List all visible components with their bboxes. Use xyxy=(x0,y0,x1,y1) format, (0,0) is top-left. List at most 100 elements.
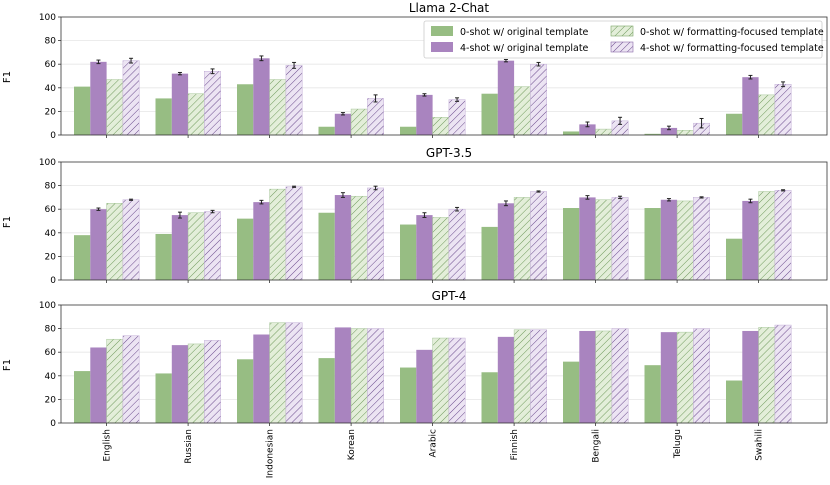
x-tick-label-finnish: Finnish xyxy=(510,429,520,460)
bar-fs-orig-telugu xyxy=(660,127,678,135)
bar-zs-orig-finnish xyxy=(481,372,498,423)
bar-zs-orig-arabic xyxy=(400,224,417,280)
y-tick-label: 40 xyxy=(45,84,57,94)
panel-gpt-4: GPT-4 F1 0 20 40 60 80 100 xyxy=(2,289,828,429)
legend-label-fs-fmt: 4-shot w/ formatting-focused template xyxy=(640,43,824,54)
bar-fs-orig-telugu xyxy=(660,332,678,423)
bar-fs-fmt-finnish xyxy=(530,191,547,281)
legend-label-zs-fmt: 0-shot w/ formatting-focused template xyxy=(640,27,824,38)
bar-fs-orig-english xyxy=(90,347,107,423)
bar-fs-orig-finnish xyxy=(497,203,515,280)
bar-zs-orig-indonesian xyxy=(237,359,254,423)
bar-zs-orig-indonesian xyxy=(237,84,254,135)
y-axis-label: F1 xyxy=(2,71,13,83)
y-tick-label: 40 xyxy=(45,372,57,382)
bar-zs-fmt-korean xyxy=(350,195,368,281)
bar-fs-orig-korean xyxy=(334,113,352,135)
bar-zs-fmt-arabic xyxy=(432,217,450,281)
y-axis-label: F1 xyxy=(2,216,13,228)
bar-fs-fmt-bengali xyxy=(611,328,629,424)
bar-zs-fmt-bengali xyxy=(595,199,613,281)
bar-zs-fmt-swahili xyxy=(758,327,776,424)
bar-fs-fmt-swahili xyxy=(774,190,792,281)
bar-fs-fmt-arabic xyxy=(448,99,466,136)
bar-zs-fmt-korean xyxy=(350,108,368,136)
bar-zs-orig-swahili xyxy=(726,238,743,280)
bar-fs-orig-russian xyxy=(171,345,189,423)
bar-zs-orig-english xyxy=(74,235,91,280)
panel-llama2-chat: Llama 2-Chat F1 0 20 40 60 80 100 xyxy=(2,1,828,141)
plot-frame xyxy=(60,304,828,424)
legend: 0-shot w/ original template 4-shot w/ or… xyxy=(423,20,824,59)
bar-zs-orig-swahili xyxy=(726,113,743,135)
bar-zs-fmt-korean xyxy=(350,328,368,424)
bar-zs-fmt-indonesian xyxy=(269,322,287,424)
bar-zs-orig-english xyxy=(74,86,91,135)
bar-zs-fmt-arabic xyxy=(432,337,450,424)
panel-gpt-3-5: GPT-3.5 F1 0 20 40 60 80 100 xyxy=(2,146,828,286)
bar-fs-orig-bengali xyxy=(579,124,596,135)
bar-fs-fmt-indonesian xyxy=(285,322,303,424)
bar-fs-orig-english xyxy=(90,209,107,280)
legend-box xyxy=(423,20,823,59)
bar-zs-orig-korean xyxy=(318,126,335,135)
x-tick-label-telugu: Telugu xyxy=(673,429,683,459)
bar-zs-fmt-english xyxy=(106,203,124,281)
bar-fs-fmt-indonesian xyxy=(285,186,303,281)
y-tick-label: 60 xyxy=(45,60,57,70)
bar-fs-fmt-english xyxy=(122,335,140,424)
bar-zs-fmt-indonesian xyxy=(269,188,287,281)
y-tick-label: 60 xyxy=(45,348,57,358)
y-tick-label: 100 xyxy=(39,301,56,311)
x-tick-label-bengali: Bengali xyxy=(592,429,602,463)
bar-fs-fmt-arabic xyxy=(448,208,466,281)
y-tick-label: 0 xyxy=(50,276,56,286)
bar-fs-orig-arabic xyxy=(416,349,433,423)
bar-zs-fmt-russian xyxy=(187,212,205,281)
y-tick-label: 60 xyxy=(45,205,57,215)
y-tick-label: 80 xyxy=(45,182,57,192)
bar-fs-orig-korean xyxy=(334,327,352,423)
bar-zs-orig-russian xyxy=(155,98,172,135)
bar-fs-fmt-korean xyxy=(367,328,384,424)
bar-zs-orig-arabic xyxy=(400,126,417,135)
x-tick-label-arabic: Arabic xyxy=(429,429,439,458)
bar-fs-orig-english xyxy=(90,61,107,136)
bar-fs-fmt-russian xyxy=(204,71,221,136)
bar-fs-fmt-finnish xyxy=(530,63,547,136)
bar-zs-fmt-russian xyxy=(187,93,205,136)
panel-title: Llama 2-Chat xyxy=(409,1,490,15)
y-tick-label: 80 xyxy=(45,325,57,335)
bar-fs-orig-bengali xyxy=(579,330,596,423)
bar-fs-orig-arabic xyxy=(416,94,433,135)
bar-fs-orig-swahili xyxy=(742,77,759,135)
bar-zs-orig-russian xyxy=(155,233,172,280)
bar-fs-fmt-bengali xyxy=(611,197,629,281)
x-tick-label-indonesian: Indonesian xyxy=(266,429,276,478)
legend-swatch-fs-fmt xyxy=(610,41,634,53)
bar-zs-orig-indonesian xyxy=(237,218,254,280)
bar-zs-orig-telugu xyxy=(644,208,661,280)
bar-zs-fmt-indonesian xyxy=(269,79,287,136)
y-tick-label: 80 xyxy=(45,37,57,47)
y-tick-label: 20 xyxy=(45,252,57,262)
bar-zs-fmt-arabic xyxy=(432,117,450,136)
y-tick-label: 0 xyxy=(50,419,56,429)
x-tick-label-swahili: Swahili xyxy=(755,429,765,461)
bar-zs-orig-bengali xyxy=(563,208,580,280)
bar-fs-fmt-korean xyxy=(367,98,384,136)
y-tick-label: 0 xyxy=(50,131,56,141)
bar-zs-fmt-finnish xyxy=(513,329,531,424)
bar-fs-fmt-russian xyxy=(204,211,221,281)
bar-zs-orig-english xyxy=(74,371,91,423)
x-tick-label-korean: Korean xyxy=(347,429,357,460)
panel-title: GPT-3.5 xyxy=(426,146,472,160)
bar-zs-fmt-finnish xyxy=(513,197,531,281)
bar-fs-orig-arabic xyxy=(416,215,433,280)
bar-fs-fmt-russian xyxy=(204,340,221,424)
bar-fs-fmt-english xyxy=(122,199,140,281)
bar-fs-orig-russian xyxy=(171,73,189,135)
y-tick-label: 40 xyxy=(45,229,57,239)
panel-title: GPT-4 xyxy=(432,289,467,303)
